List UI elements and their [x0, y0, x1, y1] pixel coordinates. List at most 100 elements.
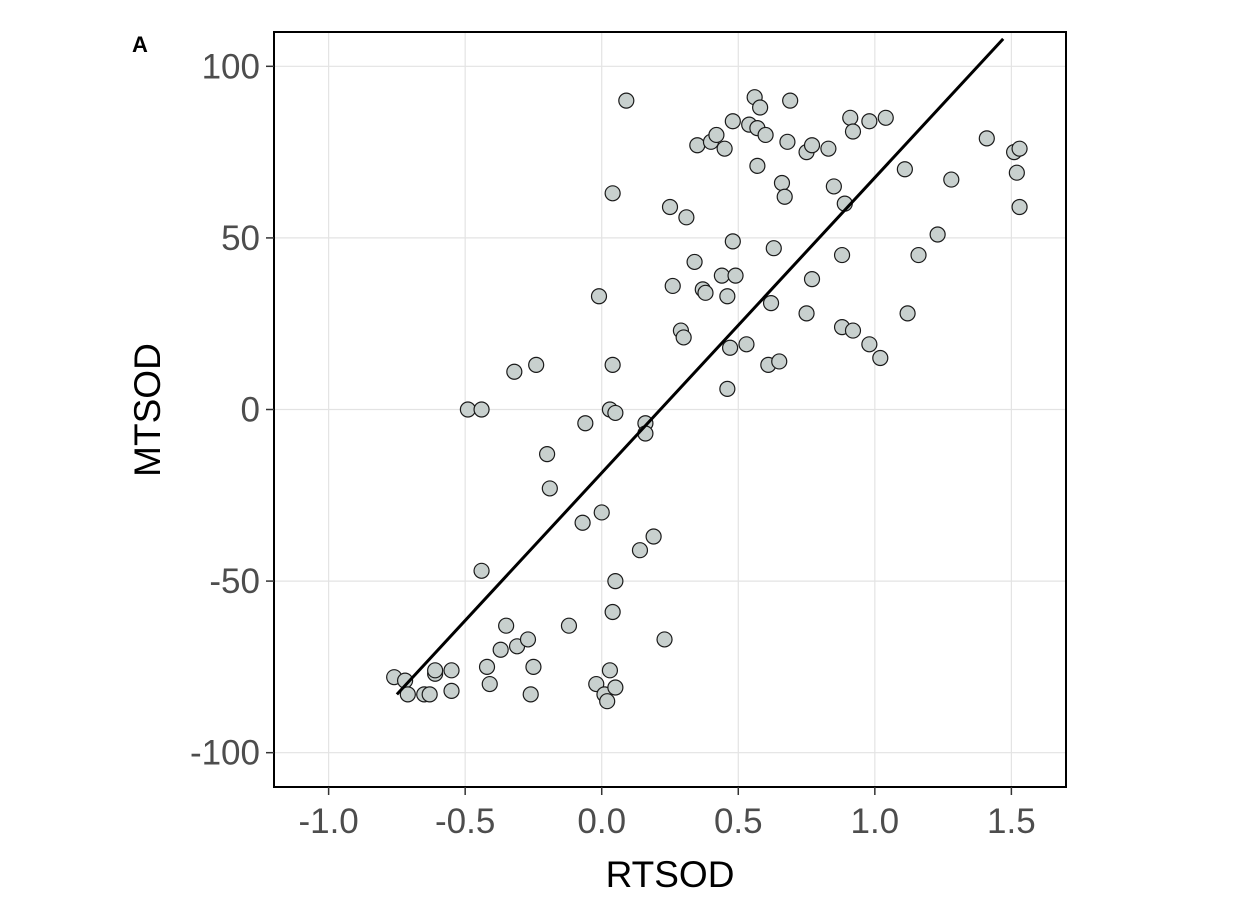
data-point — [601, 662, 619, 679]
data-point — [929, 226, 946, 243]
data-point — [577, 415, 594, 432]
x-tick-label: -1.0 — [298, 802, 358, 841]
x-tick-label: 0.5 — [714, 802, 763, 841]
data-point — [877, 109, 894, 126]
data-point — [752, 99, 769, 116]
data-point — [773, 174, 791, 192]
data-point — [618, 92, 635, 109]
data-point — [443, 662, 460, 679]
data-point — [872, 349, 889, 367]
data-point — [762, 295, 780, 312]
data-point — [803, 137, 821, 154]
data-point — [1011, 198, 1028, 216]
data-point — [528, 356, 545, 373]
data-point — [899, 305, 916, 322]
data-point — [820, 140, 837, 157]
x-tick-label: 0.0 — [577, 802, 626, 841]
data-point — [473, 562, 490, 579]
data-points — [386, 89, 1028, 710]
data-point — [689, 137, 706, 154]
data-point — [604, 603, 621, 621]
y-tick-label: -100 — [190, 734, 260, 773]
data-point — [896, 161, 913, 178]
data-point — [798, 305, 815, 322]
data-point — [697, 284, 714, 301]
data-point — [607, 679, 624, 696]
data-point — [421, 686, 438, 703]
data-point — [631, 542, 649, 559]
data-point — [604, 185, 621, 202]
data-point — [978, 130, 995, 147]
data-point — [1011, 140, 1028, 157]
data-point — [560, 617, 578, 634]
data-point — [443, 682, 460, 700]
data-point — [678, 209, 695, 226]
data-point — [749, 157, 766, 174]
data-point — [779, 133, 796, 150]
data-point — [910, 246, 927, 264]
data-point — [861, 336, 878, 353]
data-point — [604, 356, 621, 373]
y-tick-label: 0 — [241, 391, 260, 430]
data-point — [727, 267, 744, 284]
y-axis-title: MTSOD — [127, 343, 168, 477]
data-point — [825, 178, 842, 195]
data-point — [765, 240, 782, 257]
data-point — [427, 662, 444, 679]
data-point — [459, 401, 477, 418]
panel-label: A — [132, 32, 148, 57]
data-point — [656, 631, 673, 648]
data-point — [713, 267, 730, 284]
data-point — [719, 288, 736, 305]
data-point — [721, 339, 739, 356]
data-point — [716, 140, 733, 157]
data-point — [833, 246, 851, 264]
data-point — [541, 480, 558, 497]
y-tick-label: -50 — [209, 562, 260, 601]
data-point — [590, 288, 608, 305]
data-point — [506, 363, 523, 380]
data-point — [525, 658, 542, 675]
data-point — [844, 123, 862, 140]
data-point — [498, 617, 515, 634]
fit-line — [395, 37, 1005, 696]
data-point — [844, 322, 862, 339]
data-point — [724, 233, 741, 250]
x-tick-label: -0.5 — [435, 802, 495, 841]
data-point — [593, 504, 610, 521]
data-point — [943, 171, 960, 188]
data-point — [519, 631, 537, 648]
data-point — [539, 446, 556, 463]
x-tick-label: 1.5 — [987, 802, 1036, 841]
data-point — [607, 404, 624, 422]
data-point — [719, 380, 736, 398]
data-point — [757, 126, 774, 144]
y-tick-label: 50 — [221, 219, 260, 258]
data-point — [771, 353, 788, 370]
data-point — [708, 126, 725, 144]
data-point — [645, 528, 662, 545]
x-axis-title: RTSOD — [606, 854, 735, 895]
data-point — [473, 401, 490, 418]
data-point — [492, 641, 509, 658]
data-point — [686, 253, 703, 271]
data-point — [664, 277, 681, 295]
data-point — [607, 572, 624, 590]
y-tick-label: 100 — [202, 47, 260, 86]
data-point — [724, 113, 741, 130]
data-point — [803, 270, 821, 288]
data-point — [738, 336, 755, 353]
data-point — [1008, 164, 1025, 181]
data-point — [776, 188, 793, 205]
y-axis-ticks: -100 -50 0 50 100 — [190, 47, 274, 773]
x-axis-ticks: -1.0 -0.5 0.0 0.5 1.0 1.5 — [298, 787, 1036, 841]
x-tick-label: 1.0 — [850, 802, 899, 841]
data-point — [574, 514, 591, 531]
data-point — [522, 686, 539, 703]
data-point — [478, 658, 496, 675]
data-point — [861, 113, 878, 130]
data-point — [782, 92, 799, 109]
data-point — [675, 329, 692, 346]
data-point — [599, 693, 616, 710]
